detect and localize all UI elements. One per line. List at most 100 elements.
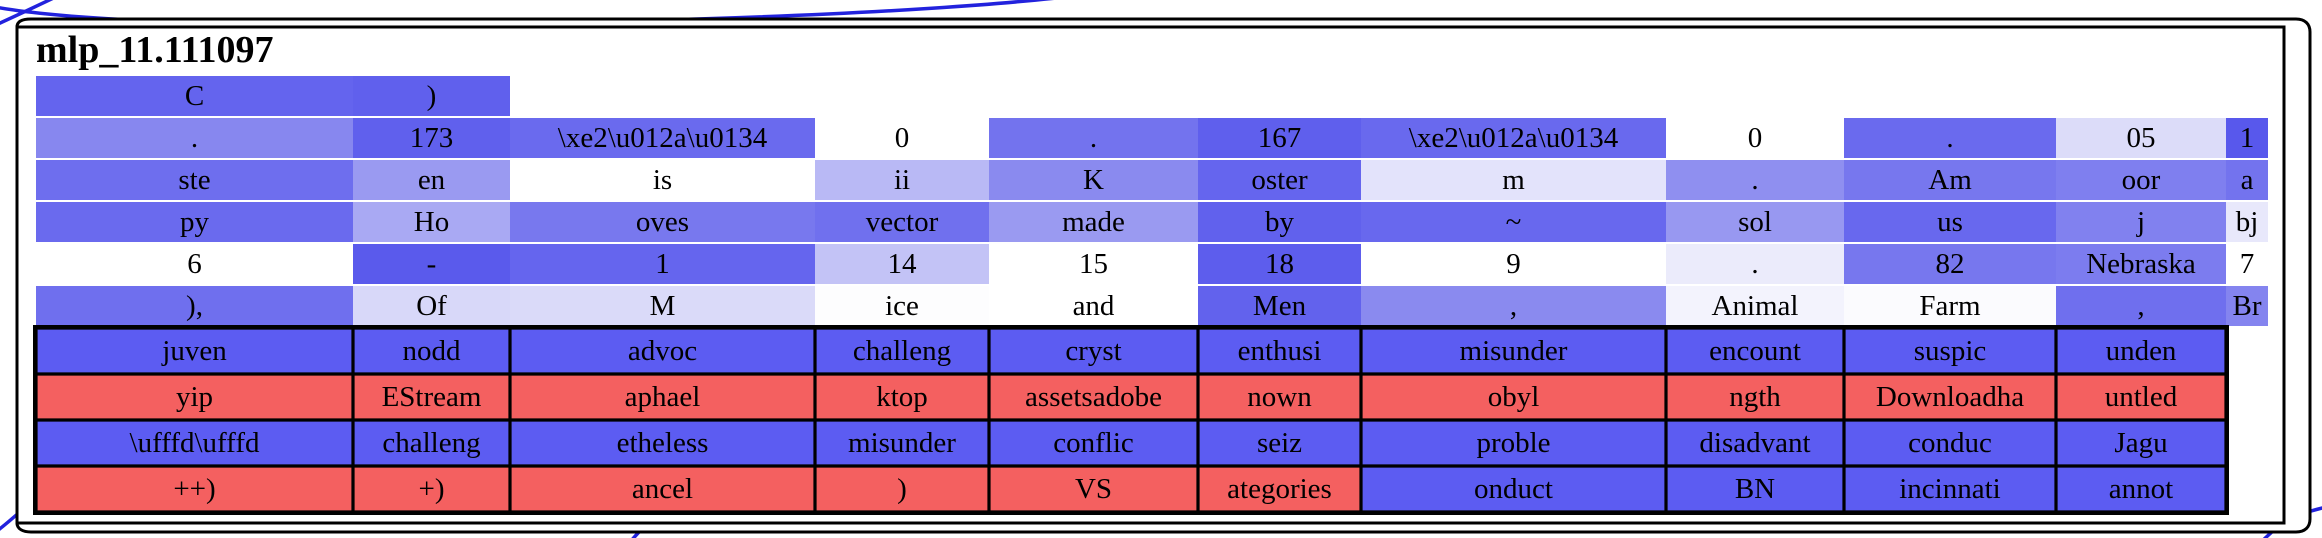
token-cell: nown [1198, 374, 1361, 420]
token-cell: 1 [510, 244, 815, 284]
token-cell: a [2226, 160, 2268, 200]
token-cell: Jagu [2056, 420, 2226, 466]
token-cell: challeng [815, 328, 989, 374]
token-cell: unden [2056, 328, 2226, 374]
token-cell [2226, 76, 2268, 116]
page-title: mlp_11.111097 [36, 29, 274, 71]
token-cell: assetsadobe [989, 374, 1198, 420]
token-cell: ngth [1666, 374, 1844, 420]
token-cell: Farm [1844, 286, 2056, 326]
token-cell: disadvant [1666, 420, 1844, 466]
token-cell: 82 [1844, 244, 2056, 284]
token-cell: EStream [353, 374, 510, 420]
token-cell: onduct [1361, 466, 1666, 512]
token-cell: ), [36, 286, 353, 326]
token-cell: en [353, 160, 510, 200]
token-cell: conduc [1844, 420, 2056, 466]
token-cell [1198, 76, 1361, 116]
token-cell [1666, 76, 1844, 116]
token-cell: m [1361, 160, 1666, 200]
token-cell: bj [2226, 202, 2268, 242]
token-cell [1844, 76, 2056, 116]
token-cell: seiz [1198, 420, 1361, 466]
token-cell: ste [36, 160, 353, 200]
token-cell: 9 [1361, 244, 1666, 284]
token-cell: , [2056, 286, 2226, 326]
token-cell: ice [815, 286, 989, 326]
token-cell: . [1666, 244, 1844, 284]
token-cell: \ufffd\ufffd [36, 420, 353, 466]
token-cell: \xe2\u012a\u0134 [1361, 118, 1666, 158]
token-cell: . [36, 118, 353, 158]
token-cell: conflic [989, 420, 1198, 466]
token-cell: . [1666, 160, 1844, 200]
token-cell: nodd [353, 328, 510, 374]
token-cell: 1 [2226, 118, 2268, 158]
token-cell: 7 [2226, 244, 2268, 284]
token-cell: M [510, 286, 815, 326]
token-cell: is [510, 160, 815, 200]
token-cell: oves [510, 202, 815, 242]
token-cell: and [989, 286, 1198, 326]
token-cell: 6 [36, 244, 353, 284]
token-cell: ++) [36, 466, 353, 512]
token-cell: annot [2056, 466, 2226, 512]
token-cell [1361, 76, 1666, 116]
token-cell [510, 76, 815, 116]
token-cell: , [1361, 286, 1666, 326]
token-cell: ) [815, 466, 989, 512]
token-cell: challeng [353, 420, 510, 466]
token-cell: ii [815, 160, 989, 200]
token-cell: C [36, 76, 353, 116]
token-cell: proble [1361, 420, 1666, 466]
token-cell: ) [353, 76, 510, 116]
token-cell: us [1844, 202, 2056, 242]
token-cell: . [989, 118, 1198, 158]
token-cell: cryst [989, 328, 1198, 374]
token-cell: incinnati [1844, 466, 2056, 512]
token-cell: +) [353, 466, 510, 512]
token-cell: encount [1666, 328, 1844, 374]
token-cell: 18 [1198, 244, 1361, 284]
token-cell: j [2056, 202, 2226, 242]
token-cell: misunder [815, 420, 989, 466]
token-cell: oor [2056, 160, 2226, 200]
activation-table-top: C). 173 \xe2\u012a\u0134 0. 167 \xe2\u012a\u0… [36, 76, 2268, 326]
token-cell: vector [815, 202, 989, 242]
token-cell: \xe2\u012a\u0134 [510, 118, 815, 158]
token-cell [2056, 76, 2226, 116]
token-cell: juven [36, 328, 353, 374]
token-cell: 173 [353, 118, 510, 158]
token-cell: untled [2056, 374, 2226, 420]
token-cell: aphael [510, 374, 815, 420]
token-cell: ~ [1361, 202, 1666, 242]
token-cell: Br [2226, 286, 2268, 326]
token-cell: . [1844, 118, 2056, 158]
token-cell: sol [1666, 202, 1844, 242]
token-cell: 14 [815, 244, 989, 284]
token-cell: obyl [1361, 374, 1666, 420]
edge-curve-top-steep [0, 0, 54, 25]
token-cell: 05 [2056, 118, 2226, 158]
token-cell: 0 [815, 118, 989, 158]
token-cell: ategories [1198, 466, 1361, 512]
token-cell: Am [1844, 160, 2056, 200]
token-cell: Nebraska [2056, 244, 2226, 284]
token-cell: 0 [1666, 118, 1844, 158]
token-cell: - [353, 244, 510, 284]
token-cell: Of [353, 286, 510, 326]
token-cell: oster [1198, 160, 1361, 200]
token-cell: advoc [510, 328, 815, 374]
token-cell: enthusi [1198, 328, 1361, 374]
token-cell: Animal [1666, 286, 1844, 326]
token-cell: 167 [1198, 118, 1361, 158]
token-cell: BN [1666, 466, 1844, 512]
token-cell: suspic [1844, 328, 2056, 374]
token-cell: VS [989, 466, 1198, 512]
token-cell: by [1198, 202, 1361, 242]
token-cell: misunder [1361, 328, 1666, 374]
token-cell: Downloadha [1844, 374, 2056, 420]
token-cell: K [989, 160, 1198, 200]
token-cell: etheless [510, 420, 815, 466]
token-cell: Men [1198, 286, 1361, 326]
